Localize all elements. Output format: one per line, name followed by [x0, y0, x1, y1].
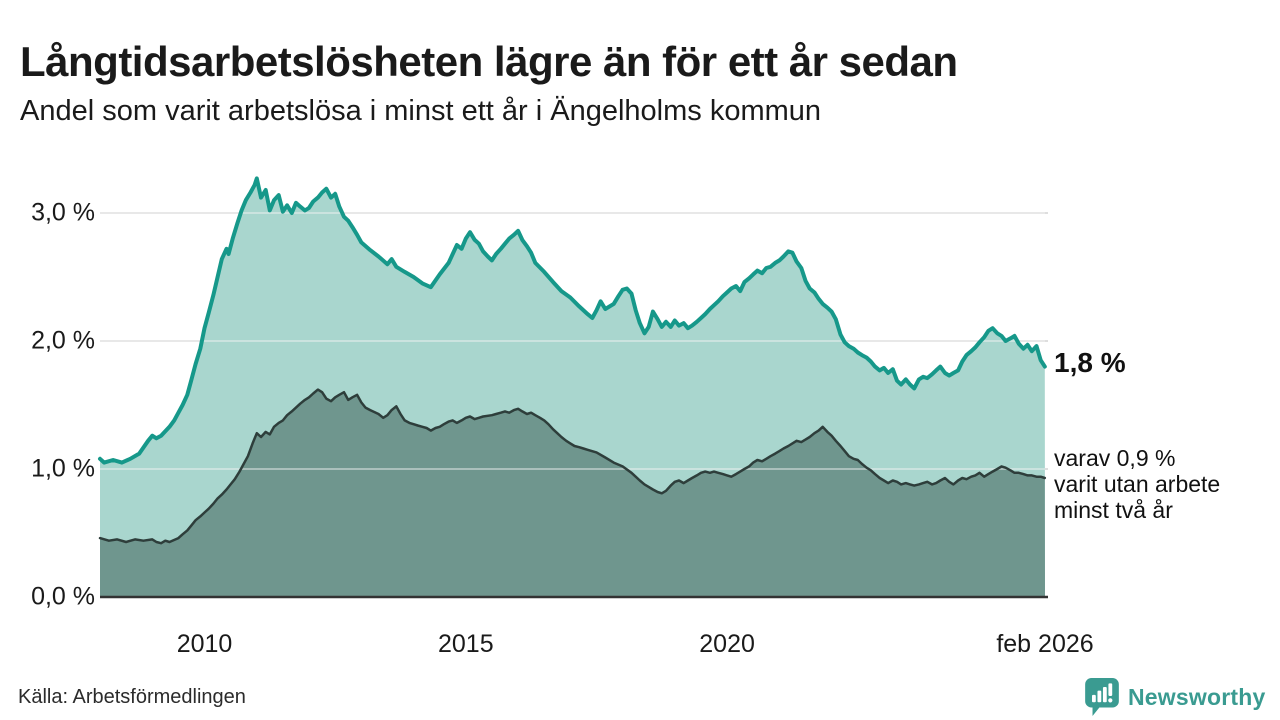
annotation-two-year-line: varit utan arbete [1054, 471, 1221, 497]
x-tick-label: 2020 [699, 630, 755, 658]
y-tick-label: 2,0 % [31, 326, 95, 355]
y-tick-label: 3,0 % [31, 198, 95, 227]
page-title: Långtidsarbetslösheten lägre än för ett … [20, 38, 958, 86]
x-tick-label: 2015 [438, 630, 494, 658]
x-tick-label: 2010 [176, 630, 233, 658]
newsworthy-wordmark: Newsworthy [1128, 683, 1266, 710]
line-two-year [98, 388, 1047, 545]
annotation-two-year-line: varav 0,9 % [1054, 445, 1176, 471]
annotation-two-year-line: minst två år [1054, 497, 1173, 523]
page-subtitle: Andel som varit arbetslösa i minst ett å… [20, 95, 822, 127]
annotation-two-year: varav 0,9 % varit utan arbete minst två … [1054, 445, 1220, 523]
newsworthy-logo: Newsworthy [1084, 677, 1265, 717]
annotation-latest-total: 1,8 % [1054, 347, 1126, 378]
source-note: Källa: Arbetsförmedlingen [18, 686, 246, 708]
y-tick-label: 1,0 % [31, 454, 95, 483]
newsworthy-chart-bubble-icon [1085, 678, 1119, 716]
area-two-year [100, 389, 1045, 597]
x-tick-label: feb 2026 [996, 630, 1094, 658]
line-total [98, 176, 1047, 465]
y-tick-label: 0,0 % [31, 582, 95, 611]
